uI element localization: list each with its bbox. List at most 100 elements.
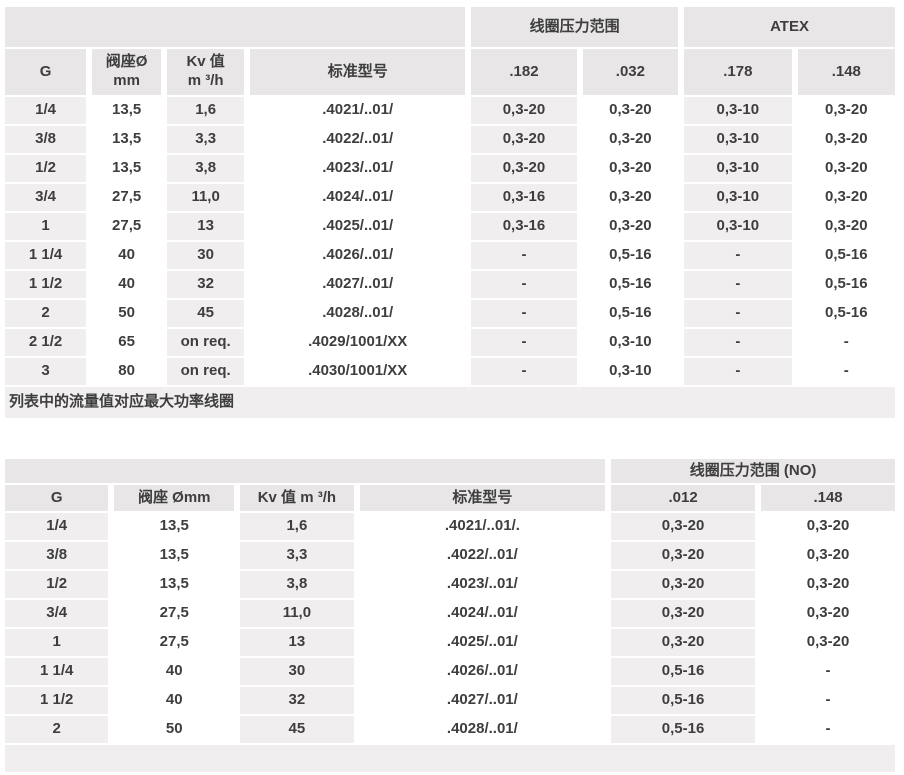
table-row: 1 27,5 13.4025/..01/0,3-16 0,3-20 0,3-10 0,3-… (5, 213, 895, 240)
table-row: 2 1/2 65 on req. .4029/1001/XX -0,3-10- - (5, 329, 895, 356)
data-cell: 11,0 (167, 184, 245, 211)
column-header-cell: Kv 值 m ³/h (167, 49, 245, 95)
data-cell: 13 (240, 629, 354, 656)
data-cell: 0,3-20 (761, 571, 895, 598)
data-cell: .4025/..01/ (359, 629, 606, 656)
data-cell: 0,5-16 (797, 271, 895, 298)
data-cell: 0,3-20 (611, 571, 756, 598)
data-cell: 0,3-10 (684, 213, 792, 240)
data-cell: 0,3-20 (582, 155, 679, 182)
data-cell: 13,5 (114, 571, 235, 598)
data-cell: 45 (240, 716, 354, 743)
table-footer-bar-cell (5, 745, 895, 772)
data-cell: 13,5 (92, 155, 162, 182)
column-header-cell: .148 (797, 49, 895, 95)
data-cell: 3,8 (240, 571, 354, 598)
data-cell: 0,5-16 (797, 242, 895, 269)
data-cell: 3/8 (5, 126, 87, 153)
data-cell: on req. (167, 358, 245, 385)
data-cell: 0,5-16 (582, 300, 679, 327)
data-cell: 1 1/4 (5, 242, 87, 269)
data-cell: 0,3-10 (582, 329, 679, 356)
group-header-row: 线圈压力范围 ATEX (5, 7, 895, 47)
data-cell: - (471, 358, 577, 385)
data-cell: - (471, 329, 577, 356)
table-row: 1 1/4 40 30.4026/..01/0,5-16- (5, 658, 895, 685)
data-cell: on req. (167, 329, 245, 356)
data-cell: .4021/..01/ (250, 97, 466, 124)
data-cell: 13,5 (92, 97, 162, 124)
data-cell: 27,5 (92, 213, 162, 240)
data-cell: 1/2 (5, 571, 109, 598)
group-header-blank-cell (5, 7, 466, 47)
data-cell: 0,3-20 (582, 126, 679, 153)
data-cell: .4022/..01/ (250, 126, 466, 153)
data-cell: .4023/..01/ (359, 571, 606, 598)
data-cell: 1/4 (5, 97, 87, 124)
data-cell: .4024/..01/ (359, 600, 606, 627)
data-cell: 27,5 (114, 629, 235, 656)
data-cell: .4025/..01/ (250, 213, 466, 240)
table-row: 3/4 27,5 11,0.4024/..01/0,3-20 0,3-20 (5, 600, 895, 627)
column-header-cell: G (5, 49, 87, 95)
data-cell: 0,3-20 (611, 600, 756, 627)
data-cell: 1/2 (5, 155, 87, 182)
table-footnote-row: 列表中的流量值对应最大功率线圈 (5, 387, 895, 418)
data-cell: - (761, 716, 895, 743)
data-cell: 1 1/4 (5, 658, 109, 685)
data-cell: .4022/..01/ (359, 542, 606, 569)
data-cell: 0,3-20 (797, 184, 895, 211)
column-header-cell: 标准型号 (359, 485, 606, 511)
data-cell: 0,3-20 (582, 97, 679, 124)
data-cell: 0,3-10 (684, 155, 792, 182)
table-row: 3/4 27,5 11,0.4024/..01/0,3-16 0,3-20 0,3-10… (5, 184, 895, 211)
data-cell: - (471, 242, 577, 269)
column-header-cell: .178 (684, 49, 792, 95)
group-header-cell: 线圈压力范围 (NO) (611, 459, 895, 483)
data-cell: - (684, 329, 792, 356)
table-row: 1/4 13,5 1,6.4021/..01/0,3-20 0,3-20 0,3-10 0… (5, 97, 895, 124)
data-cell: - (471, 271, 577, 298)
table-row: 1/4 13,5 1,6.4021/..01/. 0,3-20 0,3-20 (5, 513, 895, 540)
data-cell: 3/4 (5, 600, 109, 627)
table-row: 3/8 13,5 3,3.4022/..01/0,3-20 0,3-20 0,3-10 0… (5, 126, 895, 153)
data-cell: 0,5-16 (611, 716, 756, 743)
data-cell: 40 (114, 687, 235, 714)
data-cell: 0,3-16 (471, 184, 577, 211)
data-cell: 32 (167, 271, 245, 298)
table-row: 1 1/2 40 32.4027/..01/-0,5-16-0,5-16 (5, 271, 895, 298)
data-cell: - (761, 658, 895, 685)
group-header-cell: 线圈压力范围 (471, 7, 679, 47)
data-cell: 0,5-16 (797, 300, 895, 327)
data-cell: 27,5 (92, 184, 162, 211)
data-cell: 0,3-20 (611, 542, 756, 569)
data-cell: 0,3-20 (471, 97, 577, 124)
column-header-cell: .012 (611, 485, 756, 511)
column-header-cell: G (5, 485, 109, 511)
data-cell: - (761, 687, 895, 714)
data-cell: 0,3-20 (611, 629, 756, 656)
data-cell: 1 (5, 213, 87, 240)
data-cell: 13,5 (114, 513, 235, 540)
data-cell: 0,3-16 (471, 213, 577, 240)
data-cell: .4023/..01/ (250, 155, 466, 182)
data-cell: .4027/..01/ (250, 271, 466, 298)
table-row: 1/2 13,5 3,8.4023/..01/0,3-20 0,3-20 (5, 571, 895, 598)
data-cell: 1 (5, 629, 109, 656)
group-header-blank-cell (5, 459, 606, 483)
table-row: 1 27,5 13.4025/..01/0,3-20 0,3-20 (5, 629, 895, 656)
data-cell: 1,6 (167, 97, 245, 124)
data-cell: 1/4 (5, 513, 109, 540)
data-cell: 0,3-10 (684, 97, 792, 124)
data-cell: 0,3-20 (797, 213, 895, 240)
data-cell: 13 (167, 213, 245, 240)
table-row: 1 1/2 40 32.4027/..01/0,5-16- (5, 687, 895, 714)
column-header-cell: 阀座 Ømm (114, 485, 235, 511)
data-cell: 0,5-16 (582, 271, 679, 298)
data-cell: 11,0 (240, 600, 354, 627)
valve-spec-table-coil-pressure-atex: 线圈压力范围 ATEX G 阀座Ø mm Kv 值 m ³/h 标准型号 .182.032.… (0, 5, 901, 420)
data-cell: - (797, 358, 895, 385)
data-cell: - (684, 242, 792, 269)
data-cell: 50 (114, 716, 235, 743)
